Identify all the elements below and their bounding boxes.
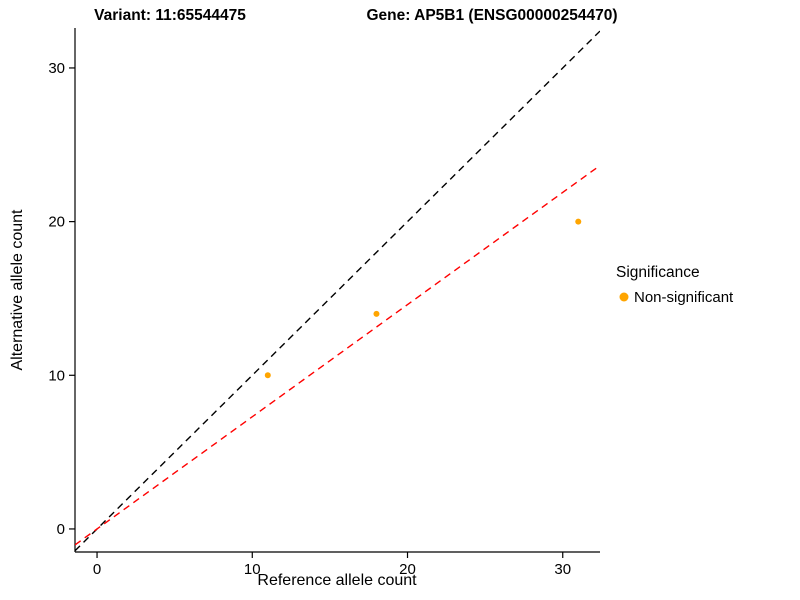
- y-tick-label: 30: [48, 60, 65, 77]
- x-tick-label: 10: [244, 561, 261, 578]
- data-point: [264, 372, 271, 379]
- x-tick-label: 0: [93, 561, 101, 578]
- x-axis-label: Reference allele count: [257, 572, 417, 589]
- fit-line: [75, 164, 600, 546]
- identity-line: [75, 30, 600, 552]
- y-tick-label: 10: [48, 367, 65, 384]
- y-tick-label: 0: [57, 521, 65, 538]
- data-point: [373, 310, 380, 317]
- x-tick-label: 30: [554, 561, 571, 578]
- legend: Significance Non-significant: [616, 264, 734, 306]
- legend-swatch-non-significant: [619, 292, 629, 302]
- legend-item-label: Non-significant: [634, 289, 734, 306]
- y-axis-label: Alternative allele count: [9, 209, 26, 371]
- y-tick-label: 20: [48, 214, 65, 231]
- legend-title: Significance: [616, 264, 700, 281]
- x-tick-label: 20: [399, 561, 416, 578]
- data-points: [264, 218, 582, 379]
- reference-lines: [75, 30, 600, 552]
- x-axis-ticks: 0 10 20 30: [93, 552, 571, 578]
- plot-title-variant: Variant: 11:65544475: [94, 7, 246, 24]
- axis-lines: [74, 28, 600, 553]
- data-point: [575, 218, 582, 225]
- y-axis-ticks: 0 10 20 30: [48, 60, 75, 538]
- plot-title-gene: Gene: AP5B1 (ENSG00000254470): [366, 7, 617, 24]
